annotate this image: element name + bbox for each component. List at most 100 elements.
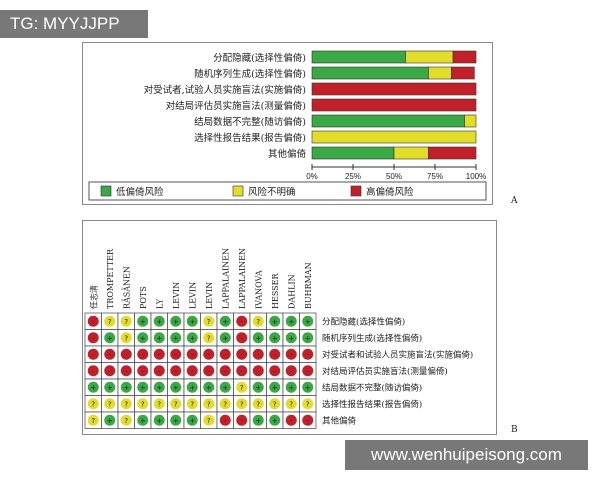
domain-label: 对受试者和试验人员实施盲法(实施偏倚) [322, 349, 473, 360]
risk-dot [170, 315, 182, 327]
category-label: 其他偏倚 [268, 148, 307, 160]
risk-symbol: - [191, 367, 194, 375]
risk-symbol: + [156, 318, 162, 326]
risk-dot [104, 414, 116, 426]
risk-symbol: ? [273, 400, 277, 408]
risk-dot [269, 315, 281, 327]
risk-dot [269, 414, 281, 426]
study-label: RÄSÄNEN [122, 266, 131, 309]
study-label: BUHRMAN [304, 262, 313, 309]
risk-symbol: ? [289, 400, 293, 408]
risk-dot [203, 348, 215, 360]
risk-dot [87, 365, 99, 377]
risk-symbol: - [224, 367, 227, 375]
risk-symbol: + [272, 334, 278, 342]
risk-symbol: - [92, 318, 95, 326]
risk-dot [186, 398, 198, 410]
domain-label: 分配隐藏(选择性偏倚) [322, 316, 405, 327]
risk-symbol: - [141, 351, 144, 359]
risk-dot [104, 315, 116, 327]
summary-grid: 任志清 TROMPETTER RÄSÄNEN POTS LY LEVIN LEVIN LEVI… [84, 248, 473, 429]
legend-label: 风险不明确 [248, 186, 296, 198]
risk-symbol: + [222, 384, 228, 392]
risk-symbol: - [207, 351, 210, 359]
risk-symbol: ? [256, 400, 260, 408]
x-tick-label: 75% [427, 172, 443, 181]
risk-dot [170, 381, 182, 393]
risk-symbol: + [222, 318, 228, 326]
risk-dot [203, 315, 215, 327]
risk-symbol: - [306, 367, 309, 375]
risk-symbol: + [288, 384, 294, 392]
risk-dot [120, 398, 132, 410]
risk-dot [302, 398, 314, 410]
risk-dot [186, 381, 198, 393]
risk-dot [87, 398, 99, 410]
risk-symbol: ? [207, 334, 211, 342]
risk-dot [252, 332, 264, 344]
risk-dot [137, 414, 149, 426]
risk-dot [285, 398, 297, 410]
risk-dot [269, 348, 281, 360]
bar-segment [405, 50, 454, 64]
risk-dot [236, 315, 248, 327]
study-label: LEVIN [205, 282, 214, 309]
risk-symbol: ? [124, 334, 128, 342]
risk-symbol: ? [108, 318, 112, 326]
risk-dot [302, 381, 314, 393]
legend-swatch [232, 185, 244, 197]
study-label: 任志清 [88, 285, 98, 309]
risk-dot [153, 332, 165, 344]
category-label: 选择性报告结果(报告偏倚) [194, 132, 306, 144]
risk-symbol: - [240, 334, 243, 342]
risk-symbol: ? [157, 400, 161, 408]
risk-dot [137, 315, 149, 327]
bar-segment [311, 146, 395, 160]
risk-symbol: + [156, 384, 162, 392]
bar-segment [311, 82, 477, 96]
risk-symbol: + [140, 417, 146, 425]
risk-dot [120, 381, 132, 393]
risk-dot [236, 398, 248, 410]
risk-symbol: ? [124, 318, 128, 326]
risk-symbol: - [141, 367, 144, 375]
risk-symbol: + [255, 334, 261, 342]
legend-label: 高偏倚风险 [366, 186, 414, 198]
risk-dot [219, 348, 231, 360]
risk-of-bias-summary: 任志清 TROMPETTER RÄSÄNEN POTS LY LEVIN LEVIN LEVI… [82, 220, 497, 435]
risk-dot [203, 414, 215, 426]
risk-symbol: + [255, 384, 261, 392]
risk-symbol: + [107, 417, 113, 425]
risk-symbol: ? [141, 400, 145, 408]
risk-symbol: - [125, 351, 128, 359]
risk-symbol: - [108, 351, 111, 359]
risk-symbol: + [189, 417, 195, 425]
risk-symbol: - [174, 351, 177, 359]
risk-symbol: - [224, 417, 227, 425]
risk-symbol: + [288, 334, 294, 342]
risk-dot [302, 365, 314, 377]
risk-dot [186, 365, 198, 377]
study-label: LAPPALAINEN [238, 248, 247, 309]
risk-symbol: + [156, 417, 162, 425]
risk-dot [153, 381, 165, 393]
risk-dot [87, 348, 99, 360]
risk-dot [203, 332, 215, 344]
risk-symbol: - [224, 351, 227, 359]
risk-symbol: - [240, 367, 243, 375]
category-label: 对结局评估员实施盲法(测量偏倚) [166, 100, 306, 112]
risk-dot [252, 414, 264, 426]
risk-symbol: + [173, 318, 179, 326]
risk-dot [236, 332, 248, 344]
risk-dot [87, 315, 99, 327]
legend-swatch [100, 185, 112, 197]
risk-symbol: ? [124, 417, 128, 425]
category-label: 分配隐藏(选择性偏倚) [213, 52, 306, 64]
risk-symbol: ? [223, 400, 227, 408]
domain-label: 选择性报告结果(报告偏倚) [322, 399, 422, 410]
risk-symbol: - [273, 367, 276, 375]
risk-symbol: - [306, 351, 309, 359]
risk-dot [252, 348, 264, 360]
x-tick-label: 25% [345, 172, 361, 181]
study-label: TROMPETTER [106, 248, 115, 309]
